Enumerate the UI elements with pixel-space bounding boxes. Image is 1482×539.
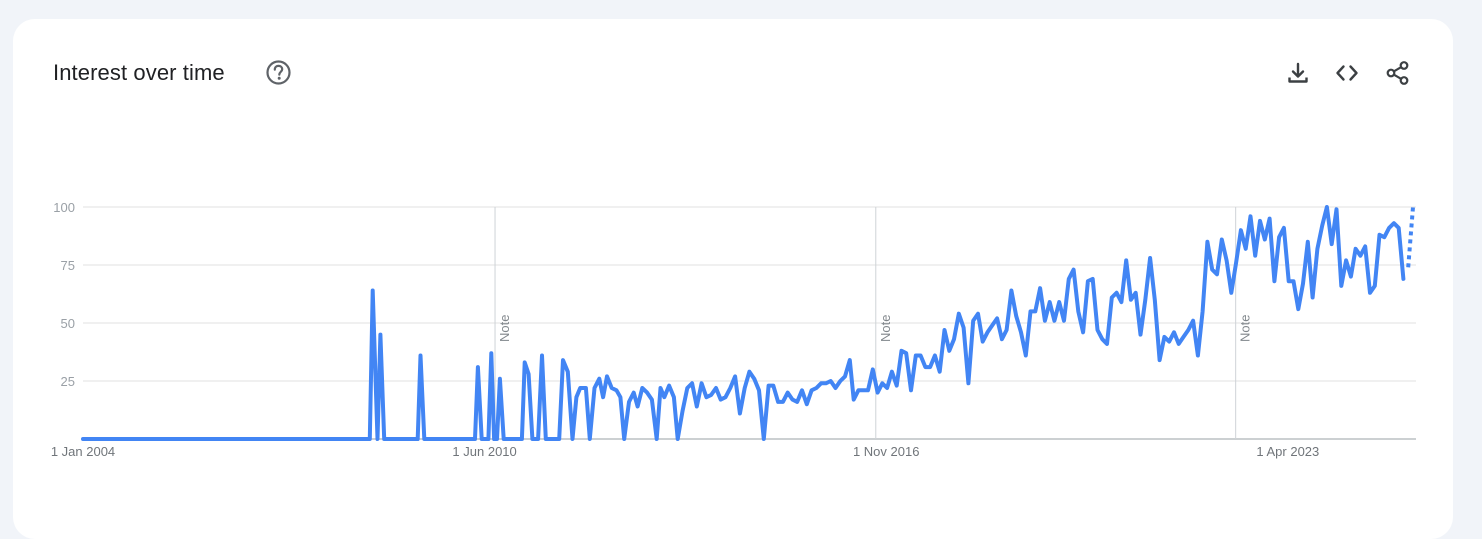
download-icon[interactable] [1285, 60, 1311, 86]
series-line-partial[interactable] [1406, 206, 1415, 268]
x-tick-label: 1 Nov 2016 [853, 444, 920, 459]
embed-code-icon[interactable] [1334, 60, 1360, 86]
series-line[interactable] [81, 205, 1406, 441]
y-tick-label: 50 [61, 316, 75, 331]
x-tick-label: 1 Jun 2010 [452, 444, 516, 459]
y-tick-label: 100 [53, 200, 75, 215]
y-tick-label: 75 [61, 258, 75, 273]
note-label[interactable]: Note [878, 315, 893, 342]
help-circle-icon[interactable] [265, 59, 292, 86]
x-tick-label: 1 Jan 2004 [51, 444, 115, 459]
interest-line-chart: Note Note Note 100 75 50 25 1 Jan 2004 1 Jun 20… [51, 200, 1416, 459]
x-tick-label: 1 Apr 2023 [1256, 444, 1319, 459]
share-icon[interactable] [1385, 60, 1411, 86]
note-label[interactable]: Note [497, 315, 512, 342]
note-label[interactable]: Note [1238, 315, 1253, 342]
interest-card [13, 19, 1453, 539]
y-tick-label: 25 [61, 374, 75, 389]
card-title: Interest over time [53, 60, 225, 85]
